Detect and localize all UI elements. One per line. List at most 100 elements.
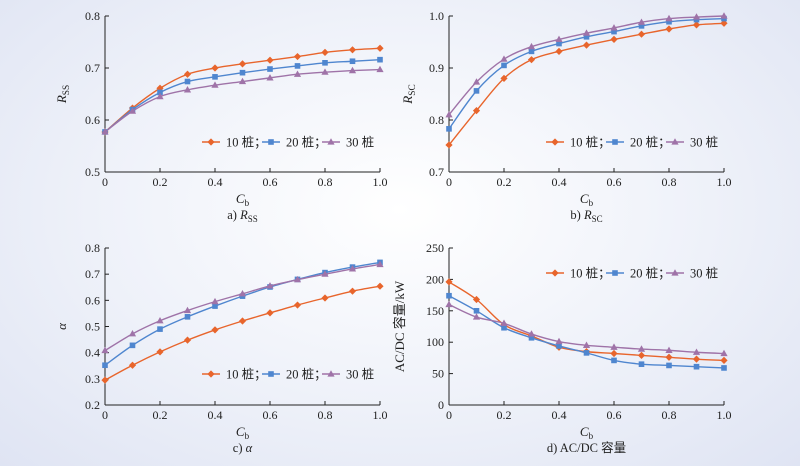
y-tick-label: 0.8 <box>85 9 100 23</box>
data-point <box>720 356 728 365</box>
data-point <box>156 92 164 100</box>
x-tick-label: 0 <box>446 175 452 189</box>
data-point <box>322 60 328 66</box>
data-point <box>128 330 137 337</box>
legend-marker <box>207 370 215 378</box>
x-tick-label: 0.2 <box>153 175 168 189</box>
x-tick-label: 0.4 <box>208 175 223 189</box>
data-point <box>376 260 384 268</box>
y-tick-label: 0.7 <box>429 165 444 179</box>
data-point <box>211 326 219 334</box>
data-point <box>212 303 218 309</box>
data-point <box>348 287 357 295</box>
x-tick-label: 0.6 <box>263 175 278 189</box>
legend-marker <box>612 139 618 145</box>
data-point <box>665 346 673 353</box>
data-point <box>156 348 164 356</box>
series-1 <box>101 282 384 384</box>
legend-marker <box>327 138 335 145</box>
chart-3: 0 0.2 0.4 0.6 0.8 1.00.20.30.40.50.60.70.8Cbα… <box>54 241 388 455</box>
data-point <box>156 316 164 324</box>
data-point <box>321 68 329 75</box>
legend-marker <box>671 138 679 145</box>
data-point <box>184 78 191 85</box>
data-point <box>445 300 453 308</box>
x-axis-label: Cb <box>236 424 250 442</box>
y-tick-label: 0.6 <box>85 293 100 307</box>
chart-4: 0 0.2 0.4 0.6 0.8 1.0 0 50 100 150 200 250 Cb AC/DC 容… <box>392 241 732 455</box>
data-point <box>611 28 617 35</box>
data-point <box>266 56 274 64</box>
x-tick-label: 0 <box>102 408 108 422</box>
legend-label: 30 桩 <box>346 135 374 150</box>
data-point <box>239 69 246 76</box>
data-point <box>500 74 508 82</box>
data-point <box>637 18 646 25</box>
legend-marker <box>612 270 618 276</box>
data-point <box>528 335 535 341</box>
data-point <box>527 330 536 337</box>
series-3 <box>445 12 728 118</box>
legend-marker <box>268 139 274 145</box>
y-tick-label: 0 <box>438 398 444 412</box>
legend-label: 10 桩； <box>226 135 267 150</box>
x-tick-label: 0.6 <box>607 408 622 422</box>
data-point <box>183 70 192 78</box>
x-axis-label: Cb <box>236 191 250 209</box>
x-tick-label: 0.4 <box>552 408 567 422</box>
data-point <box>501 324 507 331</box>
y-axis-label: RSC <box>400 84 418 104</box>
x-tick-label: 0.6 <box>607 175 622 189</box>
x-tick-label: 0.8 <box>318 408 333 422</box>
data-point <box>183 86 192 93</box>
data-point <box>692 348 701 355</box>
data-point <box>556 343 562 349</box>
data-point <box>582 41 591 49</box>
y-tick-label: 0.2 <box>85 398 100 412</box>
x-tick-label: 0.8 <box>662 408 677 422</box>
data-point <box>528 48 535 55</box>
y-tick-label: 0.4 <box>85 346 100 360</box>
x-axis-label: Cb <box>580 191 594 209</box>
data-point <box>129 342 136 349</box>
data-point <box>211 81 219 88</box>
data-point <box>692 13 701 20</box>
y-tick-label: 0.5 <box>85 320 100 334</box>
legend-marker <box>671 269 679 276</box>
series-line <box>104 263 381 352</box>
data-point <box>555 35 563 42</box>
x-tick-label: 0 <box>102 175 108 189</box>
y-tick-label: 0.8 <box>429 113 444 127</box>
data-point <box>472 295 481 304</box>
data-point <box>376 282 384 290</box>
data-point <box>266 309 274 317</box>
data-point <box>610 24 618 31</box>
data-point <box>472 78 481 85</box>
legend-marker <box>268 371 274 377</box>
data-point <box>692 21 701 29</box>
data-point <box>665 14 673 22</box>
y-tick-label: 50 <box>432 367 444 381</box>
legend-marker <box>327 370 335 377</box>
data-point <box>638 23 645 29</box>
data-point <box>321 294 329 302</box>
x-tick-label: 0.8 <box>662 175 677 189</box>
data-point <box>445 278 453 286</box>
data-point <box>556 40 562 47</box>
legend-marker <box>551 269 559 277</box>
legend-label: 30 桩 <box>346 367 374 382</box>
chart-caption: d) AC/DC 容量 <box>547 440 626 455</box>
chart-caption: b) RSC <box>570 208 602 224</box>
series-line <box>104 261 381 366</box>
legend-marker <box>207 138 215 146</box>
series-2 <box>446 292 727 371</box>
legend-label: 10 桩； <box>226 367 267 382</box>
data-point <box>238 289 247 297</box>
y-tick-label: 0.5 <box>85 165 100 179</box>
data-point <box>501 62 507 69</box>
data-point <box>101 346 109 354</box>
series-line <box>448 295 725 369</box>
data-point <box>376 65 384 73</box>
data-point <box>293 301 302 309</box>
